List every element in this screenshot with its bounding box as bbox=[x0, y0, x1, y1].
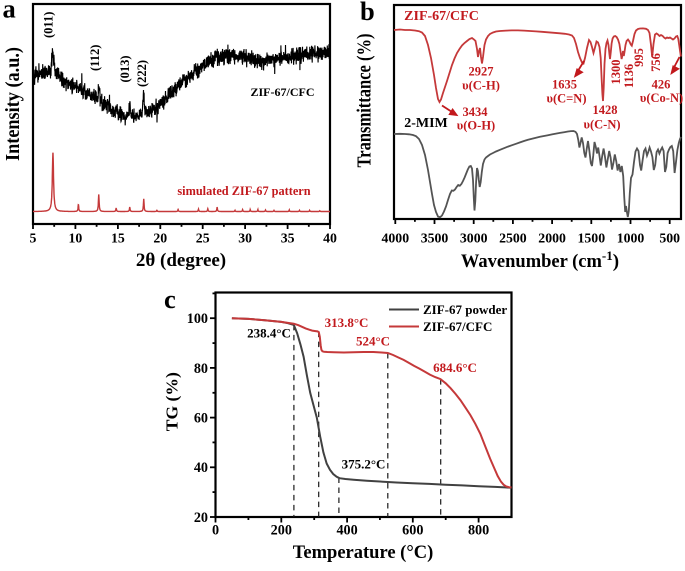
svg-text:Wavenumber (cm-1): Wavenumber (cm-1) bbox=[461, 248, 619, 272]
svg-text:2500: 2500 bbox=[499, 230, 527, 245]
svg-text:2-MIM: 2-MIM bbox=[404, 116, 448, 131]
svg-text:ZIF-67/CFC: ZIF-67/CFC bbox=[251, 85, 315, 99]
svg-text:1136: 1136 bbox=[622, 64, 636, 88]
svg-text:Transmittance (%): Transmittance (%) bbox=[354, 34, 376, 168]
svg-text:1635: 1635 bbox=[552, 78, 577, 92]
svg-text:2θ (degree): 2θ (degree) bbox=[136, 250, 226, 271]
svg-text:20: 20 bbox=[153, 230, 167, 245]
svg-text:υ(Co-N): υ(Co-N) bbox=[640, 91, 683, 105]
svg-text:1000: 1000 bbox=[617, 230, 645, 245]
svg-text:10: 10 bbox=[69, 230, 83, 245]
svg-text:600: 600 bbox=[402, 523, 423, 539]
svg-text:800: 800 bbox=[468, 523, 489, 539]
svg-text:2927: 2927 bbox=[469, 65, 494, 79]
svg-text:20: 20 bbox=[194, 510, 208, 526]
svg-text:(112): (112) bbox=[88, 45, 102, 71]
svg-text:Intensity (a.u.): Intensity (a.u.) bbox=[2, 47, 24, 161]
svg-text:4000: 4000 bbox=[382, 230, 410, 245]
svg-text:1300: 1300 bbox=[609, 60, 623, 85]
svg-text:524°C: 524°C bbox=[356, 334, 390, 349]
svg-text:ZIF-67/CFC: ZIF-67/CFC bbox=[404, 9, 479, 24]
svg-text:25: 25 bbox=[196, 230, 210, 245]
svg-text:15: 15 bbox=[111, 230, 125, 245]
svg-text:υ(C-H): υ(C-H) bbox=[462, 79, 500, 93]
svg-text:5: 5 bbox=[30, 230, 37, 245]
svg-text:3434: 3434 bbox=[463, 105, 489, 119]
svg-text:40: 40 bbox=[194, 460, 208, 476]
svg-text:υ(O-H): υ(O-H) bbox=[457, 119, 495, 133]
svg-text:1500: 1500 bbox=[578, 230, 606, 245]
svg-text:c: c bbox=[164, 284, 176, 314]
svg-text:0: 0 bbox=[212, 523, 219, 539]
svg-text:238.4°C: 238.4°C bbox=[247, 326, 291, 341]
svg-text:Temperature (°C): Temperature (°C) bbox=[293, 543, 433, 563]
svg-text:υ(C-N): υ(C-N) bbox=[583, 118, 620, 132]
svg-text:υ(C=N): υ(C=N) bbox=[547, 92, 587, 106]
svg-text:3000: 3000 bbox=[460, 230, 488, 245]
svg-text:(222): (222) bbox=[135, 60, 149, 87]
svg-text:40: 40 bbox=[323, 230, 337, 245]
svg-text:TG (%): TG (%) bbox=[163, 372, 182, 431]
svg-text:500: 500 bbox=[659, 230, 680, 245]
svg-text:400: 400 bbox=[336, 523, 357, 539]
svg-text:30: 30 bbox=[238, 230, 252, 245]
svg-text:ZIF-67/CFC: ZIF-67/CFC bbox=[423, 319, 492, 334]
svg-text:375.2°C: 375.2°C bbox=[342, 457, 386, 472]
svg-text:60: 60 bbox=[194, 411, 208, 427]
svg-text:b: b bbox=[360, 0, 375, 26]
svg-text:756: 756 bbox=[649, 53, 663, 72]
svg-text:80: 80 bbox=[194, 361, 208, 377]
svg-text:100: 100 bbox=[187, 311, 208, 327]
svg-text:a: a bbox=[3, 0, 16, 24]
svg-text:(011): (011) bbox=[42, 12, 56, 38]
svg-text:(013): (013) bbox=[118, 55, 132, 82]
svg-text:684.6°C: 684.6°C bbox=[433, 360, 477, 375]
svg-text:35: 35 bbox=[281, 230, 295, 245]
svg-text:3500: 3500 bbox=[421, 230, 449, 245]
svg-text:1428: 1428 bbox=[593, 103, 618, 117]
svg-text:200: 200 bbox=[271, 523, 292, 539]
svg-text:ZIF-67 powder: ZIF-67 powder bbox=[423, 302, 507, 317]
svg-text:313.8°C: 313.8°C bbox=[325, 315, 369, 330]
svg-text:426: 426 bbox=[652, 78, 671, 92]
svg-text:2000: 2000 bbox=[538, 230, 566, 245]
svg-text:995: 995 bbox=[632, 48, 646, 67]
svg-text:simulated ZIF-67 pattern: simulated ZIF-67 pattern bbox=[177, 184, 310, 198]
